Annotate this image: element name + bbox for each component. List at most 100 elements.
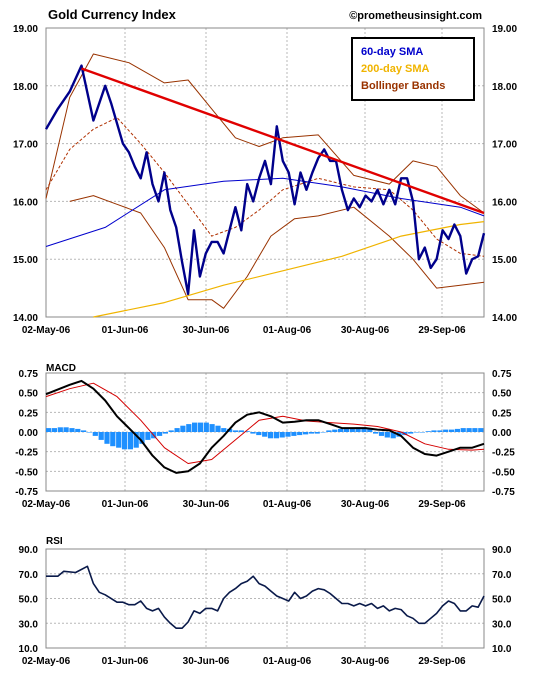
macd-hist-bar <box>308 432 314 434</box>
rsi-ytick-left: 10.0 <box>19 644 39 655</box>
macd-hist-bar <box>437 430 443 432</box>
macd-ytick-left: -0.75 <box>15 487 38 498</box>
macd-hist-bar <box>192 422 198 432</box>
rsi-ytick-right: 30.0 <box>492 619 512 630</box>
macd-hist-bar <box>244 431 250 432</box>
price-ytick-right: 15.00 <box>492 255 517 266</box>
macd-ytick-right: -0.75 <box>492 487 515 498</box>
macd-hist-bar <box>408 432 414 434</box>
macd-hist-bar <box>291 432 297 436</box>
macd-hist-bar <box>373 432 379 434</box>
legend: 60-day SMA 200-day SMA Bollinger Bands <box>351 37 475 101</box>
macd-hist-bar <box>390 432 396 439</box>
bollinger-lower-line <box>69 195 485 309</box>
rsi-ytick-left: 70.0 <box>19 570 39 581</box>
price-ytick-right: 16.00 <box>492 197 517 208</box>
macd-xtick: 30-Aug-06 <box>341 499 390 510</box>
macd-ytick-left: -0.25 <box>15 448 38 459</box>
macd-hist-bar <box>69 428 75 432</box>
bollinger-upper-line <box>45 53 485 214</box>
macd-hist-bar <box>162 432 168 434</box>
macd-hist-bar <box>46 428 52 432</box>
macd-title: MACD <box>46 363 76 374</box>
macd-hist-bar <box>320 432 326 433</box>
macd-hist-bar <box>279 432 285 438</box>
macd-ytick-left: 0.50 <box>19 389 39 400</box>
macd-hist-bar <box>314 432 320 434</box>
macd-hist-bar <box>425 431 431 432</box>
rsi-xtick: 30-Aug-06 <box>341 656 390 667</box>
macd-hist-bar <box>454 428 460 432</box>
rsi-ytick-right: 10.0 <box>492 644 512 655</box>
macd-hist-bar <box>232 430 239 432</box>
macd-hist-bar <box>104 432 110 444</box>
trend-line <box>81 67 485 215</box>
macd-xtick: 02-May-06 <box>22 499 71 510</box>
macd-hist-bar <box>460 428 466 432</box>
macd-xtick: 29-Sep-06 <box>418 499 466 510</box>
price-ytick-left: 14.00 <box>13 313 38 324</box>
macd-ytick-right: -0.25 <box>492 448 515 459</box>
rsi-ytick-right: 70.0 <box>492 570 512 581</box>
macd-hist-bar <box>326 430 332 432</box>
macd-hist-bar <box>285 432 291 437</box>
macd-hist-bar <box>127 432 133 450</box>
price-line <box>44 64 486 296</box>
macd-ytick-left: 0.75 <box>19 369 39 380</box>
rsi-xtick: 29-Sep-06 <box>418 656 466 667</box>
macd-hist-bar <box>472 428 478 432</box>
rsi-xtick: 01-Jun-06 <box>102 656 149 667</box>
macd-hist-bar <box>332 429 338 432</box>
macd-ytick-left: -0.50 <box>15 467 38 478</box>
macd-ytick-right: 0.50 <box>492 389 512 400</box>
rsi-ytick-left: 90.0 <box>19 545 39 556</box>
price-ytick-left: 16.00 <box>13 197 38 208</box>
macd-hist-bar <box>466 428 472 432</box>
price-xtick: 29-Sep-06 <box>418 325 466 336</box>
price-ytick-left: 19.00 <box>13 24 38 35</box>
price-xtick: 02-May-06 <box>22 325 71 336</box>
rsi-title: RSI <box>46 536 63 547</box>
macd-hist-bar <box>215 425 221 432</box>
rsi-ytick-right: 50.0 <box>492 595 512 606</box>
macd-hist-bar <box>443 429 449 432</box>
price-ytick-left: 15.00 <box>13 255 38 266</box>
chart-title: Gold Currency Index <box>48 7 177 22</box>
macd-hist-bar <box>419 432 425 433</box>
macd-hist-bar <box>297 432 303 436</box>
price-ytick-right: 17.00 <box>492 140 517 151</box>
rsi-line <box>46 565 485 629</box>
macd-ytick-left: 0.25 <box>19 408 39 419</box>
price-ytick-left: 18.00 <box>13 82 38 93</box>
macd-hist-bar <box>303 432 309 435</box>
macd-ytick-left: 0.00 <box>19 428 39 439</box>
macd-ytick-right: -0.50 <box>492 467 515 478</box>
rsi-ytick-left: 30.0 <box>19 619 39 630</box>
macd-hist-bar <box>343 428 349 432</box>
macd-hist-bar <box>157 432 163 436</box>
macd-hist-bar <box>63 427 69 432</box>
bollinger-middle-line <box>45 116 485 257</box>
macd-hist-bar <box>75 428 81 432</box>
macd-hist-bar <box>116 432 122 448</box>
legend-bollinger: Bollinger Bands <box>361 80 445 92</box>
macd-xtick: 01-Jun-06 <box>102 499 149 510</box>
macd-hist-bar <box>174 428 180 432</box>
macd-hist-bar <box>413 432 420 433</box>
macd-hist-bar <box>51 428 57 432</box>
macd-hist-bar <box>250 432 256 434</box>
rsi-xtick: 30-Jun-06 <box>183 656 230 667</box>
legend-box <box>351 37 475 101</box>
price-xtick: 01-Aug-06 <box>263 325 312 336</box>
macd-hist-bar <box>273 432 279 439</box>
macd-ytick-right: 0.25 <box>492 408 512 419</box>
legend-sma60: 60-day SMA <box>361 46 423 58</box>
price-ytick-right: 19.00 <box>492 24 517 35</box>
macd-hist-bar <box>110 432 116 447</box>
macd-hist-bar <box>168 430 174 432</box>
macd-hist-bar <box>238 430 244 432</box>
macd-hist-bar <box>256 432 262 436</box>
source-label: ©prometheusinsight.com <box>349 10 482 22</box>
